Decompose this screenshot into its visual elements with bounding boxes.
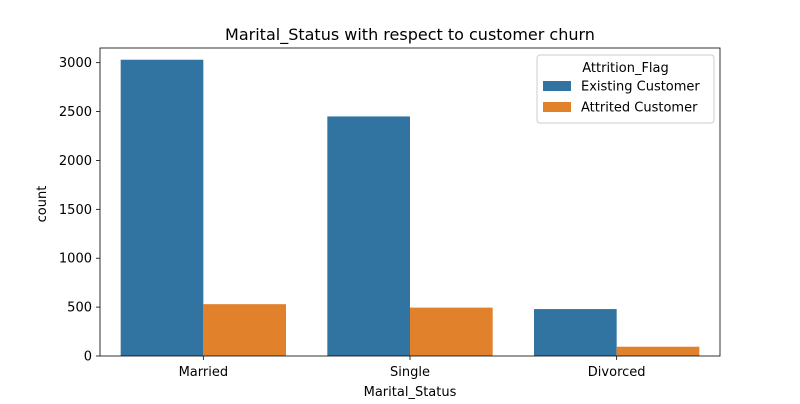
y-tick-label: 2000: [59, 154, 92, 169]
x-tick-label-single: Single: [390, 365, 430, 380]
y-tick-label: 0: [84, 350, 92, 365]
legend-label-attrited-customer: Attrited Customer: [581, 101, 698, 116]
bar-divorced-attrited-customer: [616, 346, 700, 356]
y-axis-label: count: [35, 186, 50, 223]
bar-single-attrited-customer: [410, 307, 493, 356]
legend-swatch-existing-customer: [543, 81, 571, 91]
chart-title: Marital_Status with respect to customer …: [225, 25, 595, 45]
y-tick-label: 2500: [59, 105, 92, 120]
bar-divorced-existing-customer: [534, 309, 617, 356]
legend: Attrition_Flag Existing Customer Attrited …: [536, 54, 715, 124]
y-tick-label: 1500: [59, 203, 92, 218]
y-tick-label: 500: [67, 301, 92, 316]
bars-layer: [120, 59, 700, 356]
x-tick-label-married: Married: [179, 365, 229, 380]
legend-swatch-attrited-customer: [543, 102, 571, 112]
legend-box: [536, 54, 715, 124]
x-tick-label-divorced: Divorced: [588, 365, 646, 380]
bar-married-existing-customer: [120, 59, 204, 356]
legend-title: Attrition_Flag: [582, 61, 669, 76]
bar-married-attrited-customer: [203, 304, 286, 356]
bar-single-existing-customer: [327, 116, 410, 356]
x-axis-label: Marital_Status: [364, 385, 457, 400]
y-tick-label: 1000: [59, 252, 92, 267]
axes-layer: 0 500 1000 1500 2000 2500 3000 Married Single Div…: [59, 47, 721, 380]
legend-label-existing-customer: Existing Customer: [581, 80, 700, 95]
y-tick-label: 3000: [59, 56, 92, 71]
